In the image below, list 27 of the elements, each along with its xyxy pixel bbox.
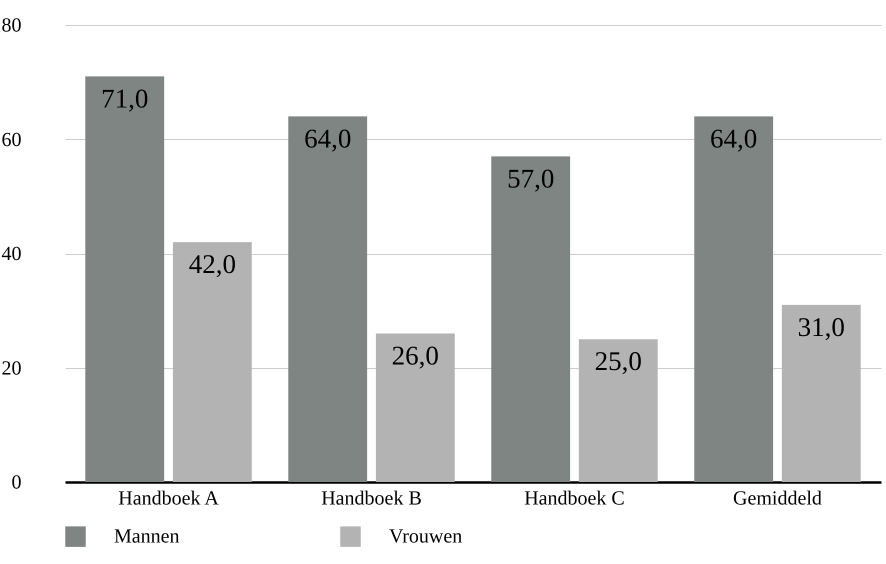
data-label: 26,0 — [392, 340, 439, 370]
x-tick-label: Gemiddeld — [733, 488, 822, 510]
bar — [782, 304, 861, 482]
bar — [85, 76, 164, 482]
y-tick-label: 40 — [2, 243, 22, 265]
y-tick-label: 60 — [2, 128, 22, 151]
data-label: 71,0 — [101, 83, 148, 114]
data-label: 57,0 — [507, 163, 554, 194]
bar — [694, 116, 774, 482]
legend-label: Mannen — [114, 526, 180, 548]
y-tick-label: 20 — [2, 357, 22, 380]
x-tick-label: Handboek B — [321, 488, 422, 510]
bar — [288, 116, 368, 482]
data-label: 64,0 — [710, 123, 758, 154]
bar — [491, 156, 570, 482]
y-tick-label: 80 — [2, 14, 22, 36]
x-tick-label: Handboek C — [524, 488, 625, 510]
legend-label: Vrouwen — [389, 526, 462, 548]
data-label: 31,0 — [798, 312, 845, 342]
data-label: 42,0 — [188, 249, 236, 280]
data-label: 64,0 — [304, 123, 352, 154]
bar — [376, 333, 455, 482]
bar — [172, 242, 252, 482]
data-label: 25,0 — [594, 346, 642, 376]
y-tick-label: 0 — [12, 472, 22, 494]
x-tick-label: Handboek A — [118, 488, 220, 510]
bar — [578, 339, 658, 482]
